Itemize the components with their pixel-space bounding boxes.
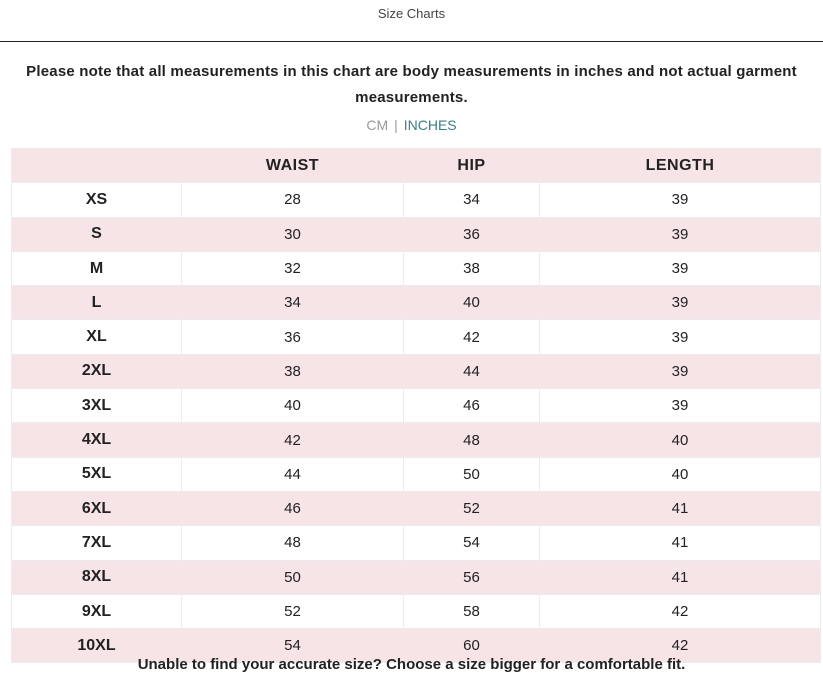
measurement-cell: 54 [403,525,540,561]
size-label: 3XL [11,388,182,424]
measurement-cell: 41 [539,490,821,527]
measurement-cell: 41 [539,559,821,595]
size-label: 10XL [11,628,182,664]
measurement-cell: 40 [403,285,540,321]
table-row: XS 28 34 39 [11,182,821,218]
table-row: L 34 40 39 [11,285,821,321]
measurement-cell: 39 [539,353,821,390]
measurement-cell: 38 [181,353,404,390]
measurement-cell: 38 [403,250,540,287]
table-row: 7XL 48 54 41 [11,525,821,561]
table-row: 2XL 38 44 39 [11,353,821,390]
measurement-cell: 41 [539,525,821,561]
table-row: 9XL 52 58 42 [11,593,821,630]
size-label: M [11,250,182,287]
size-label: XL [11,319,182,355]
measurement-cell: 46 [403,388,540,424]
table-row: 10XL 54 60 42 [11,628,821,664]
size-label: XS [11,182,182,218]
measurement-cell: 28 [181,182,404,218]
measurement-cell: 39 [539,285,821,321]
divider [0,41,823,42]
size-chart-table: WAIST HIP LENGTH XS 28 34 39 S 30 36 39 M 32 38 39 L 34… [11,147,821,664]
measurement-cell: 39 [539,216,821,252]
table-row: 5XL 44 50 40 [11,456,821,492]
measurement-cell: 32 [181,250,404,287]
measurement-cell: 39 [539,250,821,287]
size-label: 2XL [11,353,182,390]
table-row: 3XL 40 46 39 [11,388,821,424]
measurement-cell: 58 [403,593,540,630]
measurement-cell: 34 [403,182,540,218]
measurement-cell: 40 [181,388,404,424]
unit-separator: | [394,117,398,133]
measurement-cell: 40 [539,422,821,458]
measurement-cell: 40 [539,456,821,492]
measurement-cell: 42 [403,319,540,355]
unit-inches-button[interactable]: INCHES [403,117,457,133]
table-header-row: WAIST HIP LENGTH [11,147,821,184]
size-label: 6XL [11,490,182,527]
size-label: 9XL [11,593,182,630]
measurement-cell: 42 [539,628,821,664]
measurement-cell: 36 [403,216,540,252]
measurement-cell: 44 [181,456,404,492]
size-label: 7XL [11,525,182,561]
measurement-cell: 52 [181,593,404,630]
measurement-cell: 34 [181,285,404,321]
measurement-cell: 39 [539,182,821,218]
measurement-cell: 30 [181,216,404,252]
table-row: 6XL 46 52 41 [11,490,821,527]
table-row: 8XL 50 56 41 [11,559,821,595]
measurement-cell: 52 [403,490,540,527]
table-row: 4XL 42 48 40 [11,422,821,458]
page-title: Size Charts [377,6,446,21]
measurement-cell: 46 [181,490,404,527]
size-label: L [11,285,182,321]
column-header [11,147,182,184]
table-row: M 32 38 39 [11,250,821,287]
column-header: WAIST [181,147,404,184]
measurement-note: Please note that all measurements in thi… [26,63,797,106]
unit-cm-button[interactable]: CM [366,117,389,133]
column-header: HIP [403,147,540,184]
measurement-cell: 42 [181,422,404,458]
measurement-cell: 56 [403,559,540,595]
column-header: LENGTH [539,147,821,184]
measurement-cell: 39 [539,319,821,355]
measurement-cell: 50 [403,456,540,492]
size-label: 4XL [11,422,182,458]
measurement-cell: 39 [539,388,821,424]
measurement-cell: 48 [403,422,540,458]
measurement-cell: 50 [181,559,404,595]
measurement-cell: 36 [181,319,404,355]
measurement-cell: 60 [403,628,540,664]
measurement-cell: 44 [403,353,540,390]
size-label: 8XL [11,559,182,595]
measurement-cell: 42 [539,593,821,630]
fit-advice: Unable to find your accurate size? Choos… [137,656,686,673]
measurement-cell: 48 [181,525,404,561]
table-row: XL 36 42 39 [11,319,821,355]
size-label: 5XL [11,456,182,492]
table-row: S 30 36 39 [11,216,821,252]
size-label: S [11,216,182,252]
unit-toggle: CM | INCHES [0,117,823,133]
